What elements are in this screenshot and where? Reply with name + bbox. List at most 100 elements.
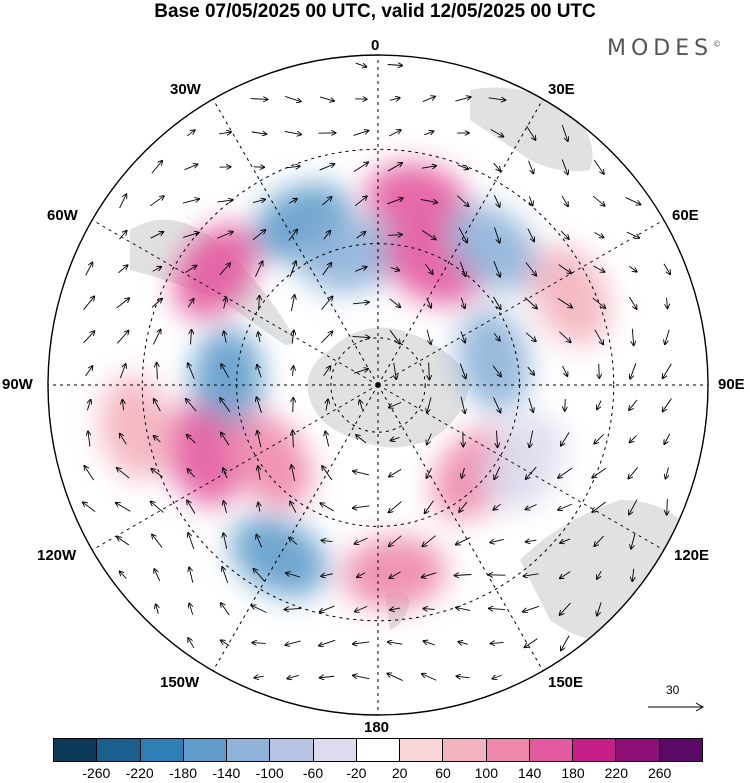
wind-vector <box>456 537 471 544</box>
wind-vector <box>667 499 668 515</box>
wind-vector <box>85 366 93 377</box>
colorbar-tick-label: -20 <box>346 765 367 781</box>
anomaly-cell <box>530 245 610 345</box>
wind-vector <box>389 501 402 513</box>
wind-vector <box>390 98 400 101</box>
wind-vector <box>83 502 96 513</box>
wind-vector <box>325 431 330 447</box>
wind-vector <box>321 297 333 310</box>
colorbar-swatch <box>227 739 271 761</box>
reference-vector: 30 <box>646 683 706 713</box>
wind-vector <box>526 466 537 479</box>
wind-vector <box>389 298 401 307</box>
wind-vector <box>85 262 93 276</box>
wind-vector <box>150 232 164 239</box>
lon-label-60e: 60E <box>672 207 699 224</box>
colorbar-swatch <box>140 739 184 761</box>
wind-vector <box>252 230 266 241</box>
wind-vector <box>421 166 436 168</box>
wind-vector <box>258 503 260 512</box>
wind-vector <box>293 398 294 413</box>
wind-vector <box>88 431 90 447</box>
wind-vector <box>423 609 435 610</box>
wind-vector <box>353 506 370 508</box>
colorbar-swatch <box>54 739 98 761</box>
wind-vector <box>560 602 571 615</box>
colorbar-tick-label: 260 <box>647 765 672 781</box>
wind-vector <box>288 199 297 204</box>
wind-vector <box>224 331 226 343</box>
wind-vector <box>493 397 501 412</box>
colorbar-swatch <box>616 739 660 761</box>
wind-vector <box>188 533 195 550</box>
wind-vector <box>426 298 431 308</box>
wind-vector <box>490 539 504 542</box>
wind-vector <box>187 469 195 478</box>
anomaly-cell <box>456 309 531 412</box>
wind-vector <box>182 199 199 204</box>
wind-vector <box>322 540 333 541</box>
wind-vector <box>389 571 401 578</box>
colorbar-tick-label: -220 <box>125 765 154 781</box>
wind-vector <box>597 602 602 615</box>
wind-vector <box>218 132 231 134</box>
wind-vector <box>285 96 301 101</box>
wind-vector <box>353 162 368 173</box>
wind-vector <box>455 97 470 102</box>
wind-vector <box>427 397 432 412</box>
wind-vector <box>528 160 534 174</box>
wind-vector <box>355 605 368 611</box>
wind-vector <box>288 230 297 241</box>
wind-vector <box>285 608 302 609</box>
wind-vector <box>286 573 301 578</box>
wind-vector <box>625 197 640 204</box>
lon-label-150w: 150W <box>160 674 200 691</box>
wind-vector <box>319 164 335 171</box>
latitude-circle <box>141 148 615 622</box>
wind-vector <box>119 194 127 209</box>
wind-vector <box>592 297 606 308</box>
wind-vector <box>523 605 540 611</box>
brand-mark: © <box>713 39 722 49</box>
wind-vector <box>157 363 158 380</box>
wind-vector <box>293 366 294 376</box>
lon-label-180: 180 <box>364 719 390 736</box>
wind-vector <box>628 296 636 309</box>
wind-vector <box>223 468 228 479</box>
wind-vector <box>629 399 638 410</box>
wind-vector <box>560 230 569 239</box>
reference-vector-label: 30 <box>666 683 680 697</box>
wind-vector <box>149 196 164 207</box>
wind-vector <box>189 567 194 583</box>
wind-vector <box>458 227 467 243</box>
wind-vector <box>183 233 199 238</box>
wind-vector <box>188 363 195 379</box>
wind-vector <box>493 194 499 207</box>
wind-vector <box>320 676 335 677</box>
wind-vector <box>323 366 331 377</box>
wind-vector <box>116 503 131 512</box>
wind-vector <box>154 436 161 443</box>
wind-vector <box>493 261 500 277</box>
wind-vector <box>493 503 501 510</box>
wind-vector <box>594 232 603 237</box>
wind-vector <box>561 432 570 445</box>
wind-vector <box>320 605 335 612</box>
wind-vector <box>526 540 537 542</box>
wind-vector <box>356 232 366 239</box>
wind-vector <box>663 398 672 412</box>
wind-vector <box>597 400 602 410</box>
wind-vector <box>221 603 230 616</box>
wind-vector <box>290 295 294 312</box>
wind-vector <box>122 400 123 411</box>
wind-vector <box>592 467 607 477</box>
wind-vector <box>252 643 266 644</box>
wind-vector <box>493 332 500 341</box>
wind-vector <box>426 329 431 344</box>
colorbar-swatch <box>270 739 314 761</box>
wind-vector <box>460 396 465 413</box>
wind-vector <box>496 430 497 448</box>
wind-vector <box>258 332 260 342</box>
wind-vector <box>558 467 573 478</box>
wind-vector <box>561 159 568 175</box>
